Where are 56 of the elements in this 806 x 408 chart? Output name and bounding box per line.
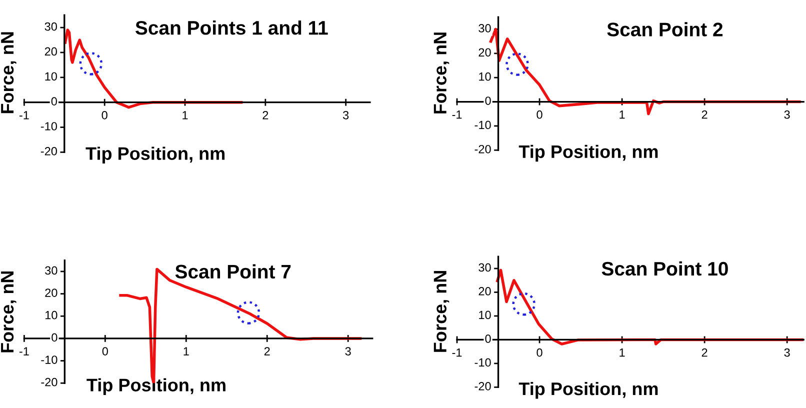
y-axis-title: Force, nN: [434, 32, 450, 114]
y-tick-label: -20: [474, 144, 491, 154]
x-tick-label: 3: [343, 110, 349, 120]
y-tick-label: 10: [45, 310, 58, 320]
y-tick-label: -10: [40, 122, 57, 130]
y-tick-label: 0: [485, 96, 491, 105]
y-tick-label: -20: [41, 378, 58, 386]
y-tick-label: 20: [478, 48, 491, 57]
y-tick-label: 20: [45, 288, 58, 297]
y-tick-label: 10: [479, 310, 491, 320]
y-tick-label: 30: [478, 24, 491, 32]
y-tick-label: -10: [474, 358, 491, 367]
y-tick-label: 20: [44, 47, 57, 56]
x-tick-label: 3: [784, 348, 790, 357]
x-axis-title: Tip Position, nm: [86, 146, 225, 164]
y-tick-label: 0: [52, 333, 58, 342]
x-tick-label: -1: [452, 348, 462, 357]
y-axis-title: Force, nN: [1, 32, 16, 114]
x-tick-label: 0: [536, 348, 542, 357]
chart-title: Scan Point 2: [607, 22, 723, 36]
chart-title: Scan Points 1 and 11: [135, 20, 328, 35]
x-tick-label: 0: [102, 110, 108, 120]
x-tick-label: 2: [262, 110, 268, 120]
x-tick-label: 0: [102, 347, 108, 356]
x-tick-label: 1: [620, 110, 625, 119]
y-tick-label: -10: [41, 356, 58, 364]
y-tick-label: 30: [478, 263, 491, 272]
x-tick-label: -1: [19, 111, 29, 120]
y-tick-label: 0: [485, 334, 491, 343]
y-tick-label: -20: [474, 382, 491, 390]
y-tick-label: 30: [45, 266, 58, 275]
x-tick-label: 1: [620, 348, 625, 357]
y-tick-label: 10: [45, 72, 57, 81]
y-tick-label: -10: [474, 120, 491, 130]
x-tick-label: 1: [182, 111, 188, 120]
y-tick-label: 10: [479, 72, 491, 81]
x-tick-label: 2: [702, 348, 708, 357]
x-tick-label: -1: [19, 347, 29, 356]
x-tick-label: 0: [536, 110, 542, 119]
y-tick-label: -20: [40, 146, 57, 156]
x-axis-title: Tip Position, nm: [86, 378, 226, 396]
x-axis-title: Tip Position, nm: [518, 382, 658, 399]
x-tick-label: -1: [452, 110, 462, 119]
y-tick-label: 0: [51, 97, 57, 106]
chart-title: Scan Point 7: [175, 264, 291, 279]
x-tick-label: 2: [702, 110, 708, 119]
chart-title: Scan Point 10: [602, 261, 728, 276]
x-axis-title: Tip Position, nm: [518, 144, 658, 162]
x-tick-label: 3: [784, 110, 790, 119]
x-tick-label: 1: [184, 347, 189, 356]
x-tick-label: 2: [264, 347, 270, 356]
y-tick-label: 30: [44, 22, 57, 31]
y-axis-title: Force, nN: [1, 271, 16, 352]
y-tick-label: 20: [478, 287, 491, 296]
x-tick-label: 3: [345, 347, 351, 356]
y-axis-title: Force, nN: [434, 271, 450, 352]
